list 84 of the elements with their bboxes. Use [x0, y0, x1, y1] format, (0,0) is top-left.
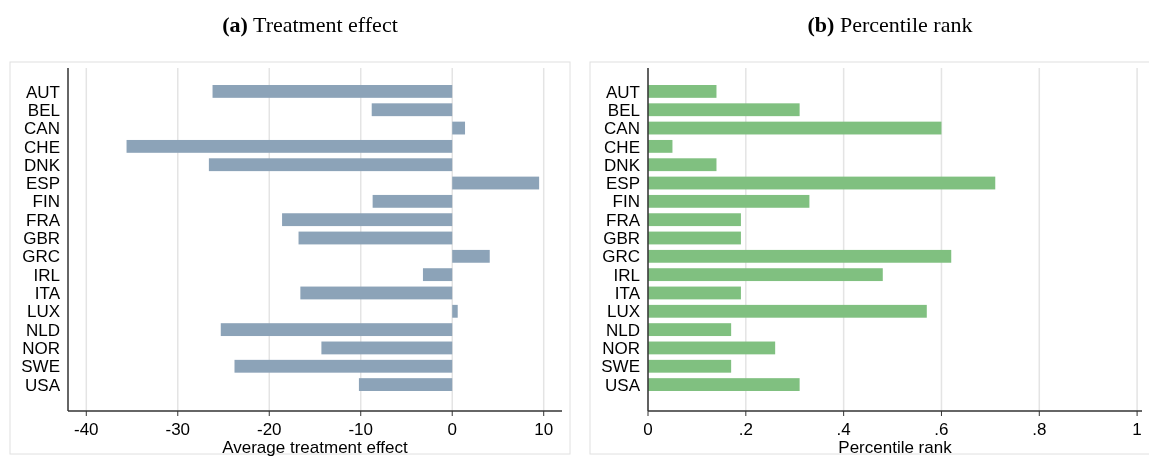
y-tick-label: ITA — [614, 284, 641, 304]
bar — [648, 249, 952, 263]
y-tick-label: AUT — [26, 82, 60, 102]
y-tick-label: NLD — [25, 320, 60, 340]
bar — [208, 158, 453, 172]
x-tick-label: -40 — [74, 420, 99, 439]
bar — [126, 139, 453, 153]
bar — [234, 359, 453, 373]
bar — [358, 378, 453, 391]
bar — [648, 139, 673, 153]
y-tick-label: FRA — [26, 210, 61, 230]
bar — [648, 85, 717, 98]
y-tick-label: FIN — [32, 192, 60, 212]
y-tick-label: USA — [25, 375, 61, 395]
y-tick-label: FRA — [606, 210, 641, 230]
bar — [648, 359, 732, 373]
x-tick-label: 10 — [534, 420, 554, 439]
bar — [648, 231, 741, 245]
x-tick-label: .2 — [738, 420, 753, 439]
y-tick-label: SWE — [601, 357, 640, 377]
bar — [452, 176, 540, 190]
y-tick-label: GRC — [602, 247, 640, 267]
bar — [648, 176, 996, 190]
x-tick-label: 0 — [643, 420, 653, 439]
bar — [648, 378, 800, 391]
y-tick-label: NOR — [22, 339, 60, 359]
x-tick-label: 0 — [447, 420, 457, 439]
bar — [220, 323, 453, 337]
x-tick-label: .4 — [836, 420, 851, 439]
x-axis-title: Average treatment effect — [222, 438, 409, 457]
bar — [422, 268, 453, 282]
y-tick-label: CAN — [24, 119, 60, 139]
y-tick-label: CHE — [24, 137, 60, 157]
x-tick-label: -10 — [348, 420, 374, 439]
bar — [371, 103, 453, 117]
bar — [212, 85, 453, 98]
y-tick-label: CAN — [604, 119, 640, 139]
bar — [452, 121, 466, 135]
bar — [648, 268, 883, 282]
y-tick-label: SWE — [21, 357, 60, 377]
bar — [648, 158, 717, 172]
bar — [300, 286, 453, 300]
x-tick-label: .8 — [1032, 420, 1047, 439]
y-tick-label: NOR — [602, 339, 640, 359]
bar — [648, 213, 741, 227]
bar — [321, 341, 453, 355]
bar — [298, 231, 453, 245]
bar — [372, 194, 453, 208]
bar — [648, 121, 942, 135]
y-tick-label: DNK — [604, 155, 641, 175]
y-tick-label: FIN — [612, 192, 640, 212]
bar — [648, 304, 927, 318]
y-tick-label: ITA — [34, 284, 61, 304]
y-tick-label: LUX — [26, 302, 60, 322]
y-tick-label: USA — [605, 375, 641, 395]
x-axis-title: Percentile rank — [838, 438, 953, 457]
bar — [282, 213, 453, 227]
x-tick-label: 1 — [1132, 420, 1142, 439]
x-tick-label: -30 — [165, 420, 191, 439]
bar — [648, 323, 732, 337]
y-tick-label: BEL — [27, 100, 60, 120]
x-tick-label: -20 — [256, 420, 282, 439]
bar — [452, 304, 458, 318]
bar — [648, 286, 741, 300]
y-tick-label: IRL — [33, 265, 60, 285]
chart-title: (a) Treatment effect — [222, 12, 398, 37]
y-tick-label: DNK — [24, 155, 61, 175]
y-tick-label: IRL — [613, 265, 640, 285]
chart-title: (b) Percentile rank — [807, 12, 973, 37]
y-tick-label: LUX — [606, 302, 640, 322]
y-tick-label: AUT — [606, 82, 640, 102]
bar — [452, 249, 490, 263]
y-tick-label: CHE — [604, 137, 640, 157]
y-tick-label: ESP — [605, 174, 640, 194]
y-tick-label: ESP — [25, 174, 60, 194]
bar — [648, 194, 810, 208]
y-tick-label: GBR — [23, 229, 60, 249]
y-tick-label: GRC — [22, 247, 60, 267]
bar — [648, 341, 776, 355]
y-tick-label: BEL — [607, 100, 640, 120]
y-tick-label: NLD — [605, 320, 640, 340]
bar — [648, 103, 800, 117]
x-tick-label: .6 — [934, 420, 949, 439]
y-tick-label: GBR — [603, 229, 640, 249]
